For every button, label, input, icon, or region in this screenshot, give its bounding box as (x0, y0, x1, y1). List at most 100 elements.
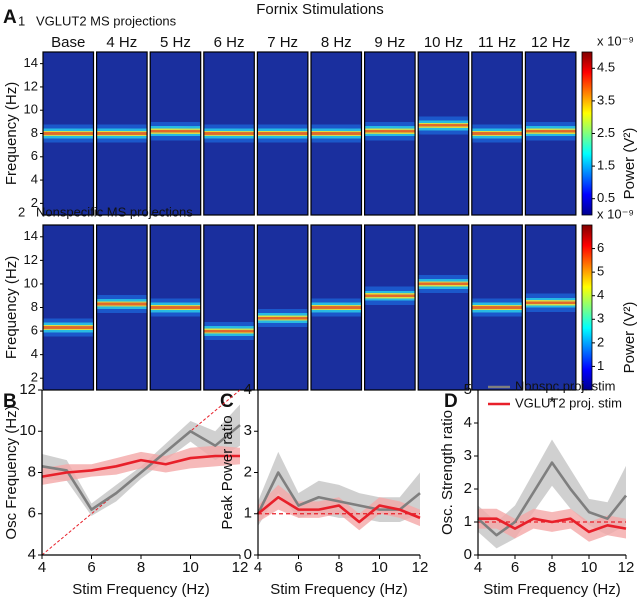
x-tick-label: 6 (87, 559, 95, 576)
row-title: VGLUT2 MS projections (36, 13, 177, 28)
x-tick-label: 12 (412, 559, 429, 576)
heatmap-band (418, 105, 469, 146)
x-tick-label: 12 (618, 559, 635, 576)
identity-line (41, 389, 241, 556)
y-tick-label: 10 (24, 102, 38, 117)
x-tick-label: 10 (371, 559, 388, 576)
y-axis-label: Osc Frequency (Hz) (3, 405, 20, 539)
annotation: * (549, 394, 555, 411)
x-axis-label: Stim Frequency (Hz) (270, 581, 408, 598)
column-label: 12 Hz (531, 34, 570, 51)
colorbar-label: Power (V²) (621, 128, 638, 200)
y-axis-label: Frequency (Hz) (3, 256, 20, 359)
heatmap-frame (471, 224, 523, 391)
heatmap-bg (203, 225, 255, 390)
heat-glow (311, 305, 362, 310)
heatmap-frame (149, 224, 202, 391)
heat-glow (257, 315, 308, 321)
colorbar-tick-label: 0.5 (597, 190, 615, 205)
y-tick-label: 8 (31, 299, 38, 314)
heatmap-frame (256, 224, 309, 391)
heatmap-band (257, 298, 308, 338)
series-line (257, 495, 421, 524)
row-title: Nonspecific MS projections (36, 204, 193, 219)
heat-glow (96, 301, 148, 307)
heatmap-band (150, 287, 201, 328)
heatmap-band (43, 113, 94, 154)
column-label: 10 Hz (424, 34, 463, 51)
series-line (41, 454, 240, 478)
y-tick-label: 2 (31, 195, 38, 210)
error-band (478, 508, 626, 542)
heat-glow (150, 305, 201, 310)
row-label: 1 (18, 13, 25, 28)
heatmap-bg (43, 225, 94, 390)
y-tick-label: 8 (28, 463, 36, 480)
colorbar-tick-label: 4 (597, 287, 604, 302)
heatmap-frame (203, 51, 255, 216)
heat-glow (257, 131, 308, 136)
legend-label: VGLUT2 proj. stim (515, 395, 622, 410)
column-label: 4 Hz (106, 34, 137, 51)
colorbar-tick-label: 3.5 (597, 92, 615, 107)
heatmap-band (203, 113, 255, 154)
heatmap-frame (417, 51, 470, 216)
y-tick-label: 10 (19, 422, 36, 439)
column-label: 11 Hz (478, 34, 516, 51)
y-tick-label: 4 (244, 381, 252, 398)
y-tick-label: 2 (244, 463, 252, 480)
colorbar-tick-label: 2 (597, 334, 604, 349)
y-tick-label: 8 (31, 125, 38, 140)
colorbar-multiplier: x 10⁻⁹ (597, 33, 634, 48)
series-line (477, 461, 628, 537)
y-tick-label: 3 (464, 447, 472, 464)
panel-label: D (444, 391, 458, 412)
heatmap-frame (364, 224, 416, 391)
y-tick-label: 12 (24, 252, 38, 267)
y-tick-label: 1 (244, 505, 252, 522)
heatmap-band (364, 275, 416, 316)
series-line (256, 471, 421, 515)
x-tick-label: 6 (511, 559, 519, 576)
heatmap-band (418, 264, 469, 304)
column-label: Base (51, 34, 85, 51)
y-tick-label: 4 (28, 546, 36, 563)
heatmap-band (96, 284, 148, 324)
heat-glow (471, 305, 523, 310)
series-line (478, 517, 627, 534)
heatmap-band (364, 111, 416, 152)
heat-glow (525, 300, 576, 306)
x-axis-label: Stim Frequency (Hz) (72, 581, 210, 598)
heatmap-band (203, 311, 255, 351)
colorbar (581, 224, 593, 391)
y-axis-label: Frequency (Hz) (3, 82, 20, 185)
heat-glow (43, 325, 94, 330)
x-tick-label: 8 (137, 559, 145, 576)
y-axis-label: Peak Power ratio (219, 415, 236, 529)
y-tick-label: 2 (464, 480, 472, 497)
panel-label: C (220, 391, 234, 412)
y-tick-label: 0 (244, 546, 252, 563)
colorbar-tick-label: 2.5 (597, 125, 615, 140)
y-tick-label: 5 (464, 381, 472, 398)
heatmap-frame (364, 51, 416, 216)
column-label: 8 Hz (321, 34, 352, 51)
heatmap-band (96, 113, 148, 154)
heat-glow (203, 131, 255, 136)
heatmap-frame (149, 51, 202, 216)
y-tick-label: 4 (31, 346, 38, 361)
heatmap-band (311, 287, 362, 328)
heat-glow (471, 131, 523, 136)
y-tick-label: 14 (24, 55, 38, 70)
y-axis-label: Osc. Strength ratio (439, 410, 456, 535)
heatmap-frame (95, 224, 148, 391)
heat-glow (364, 128, 416, 134)
y-tick-label: 4 (31, 172, 38, 187)
y-tick-label: 10 (24, 275, 38, 290)
heatmap-band (43, 307, 94, 348)
colorbar-tick-label: 1.5 (597, 158, 615, 173)
heatmap-frame (95, 51, 148, 216)
heat-glow (364, 293, 416, 299)
error-band (42, 445, 240, 485)
